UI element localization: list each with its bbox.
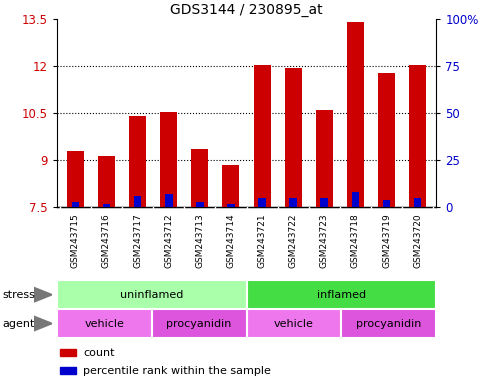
Text: GSM243720: GSM243720 [413,213,422,268]
Bar [316,110,333,207]
Text: GSM243715: GSM243715 [71,213,80,268]
Text: uninflamed: uninflamed [120,290,183,300]
Text: GSM243718: GSM243718 [351,213,360,268]
Bar [222,165,240,207]
Bar [57,309,152,338]
Text: count: count [83,348,115,358]
Text: procyanidin: procyanidin [356,318,422,329]
Bar [341,309,436,338]
Text: GSM243719: GSM243719 [382,213,391,268]
Text: procyanidin: procyanidin [166,318,232,329]
Text: vehicle: vehicle [84,318,124,329]
Bar [289,198,297,207]
Bar [98,156,115,207]
Bar [253,65,271,207]
Bar [414,198,422,207]
Bar [246,309,341,338]
Bar [227,204,235,207]
Bar [320,198,328,207]
Text: percentile rank within the sample: percentile rank within the sample [83,366,271,376]
Bar [103,204,110,207]
Text: vehicle: vehicle [274,318,314,329]
Bar [409,65,426,207]
Bar [191,149,209,207]
Text: GSM243712: GSM243712 [164,213,173,268]
Bar [160,112,177,207]
Bar [61,349,76,356]
Text: stress: stress [2,290,35,300]
Text: GSM243722: GSM243722 [289,213,298,268]
Bar [129,116,146,207]
Bar [196,202,204,207]
Text: agent: agent [2,318,35,329]
Bar [165,194,173,207]
Bar [383,200,390,207]
Text: GSM243717: GSM243717 [133,213,142,268]
Text: inflamed: inflamed [317,290,366,300]
Text: GSM243714: GSM243714 [226,213,236,268]
Bar [347,22,364,207]
Bar [246,280,436,309]
Title: GDS3144 / 230895_at: GDS3144 / 230895_at [170,3,323,17]
Text: GSM243713: GSM243713 [195,213,204,268]
Bar [284,68,302,207]
Bar [57,280,246,309]
Text: GSM243716: GSM243716 [102,213,111,268]
Text: GSM243723: GSM243723 [320,213,329,268]
Bar [61,367,76,374]
Bar [134,196,141,207]
Bar [67,151,84,207]
Bar [71,202,79,207]
Bar [378,73,395,207]
Bar [352,192,359,207]
Text: GSM243721: GSM243721 [257,213,267,268]
Bar [258,198,266,207]
Polygon shape [34,316,52,331]
Polygon shape [34,287,52,302]
Bar [152,309,246,338]
